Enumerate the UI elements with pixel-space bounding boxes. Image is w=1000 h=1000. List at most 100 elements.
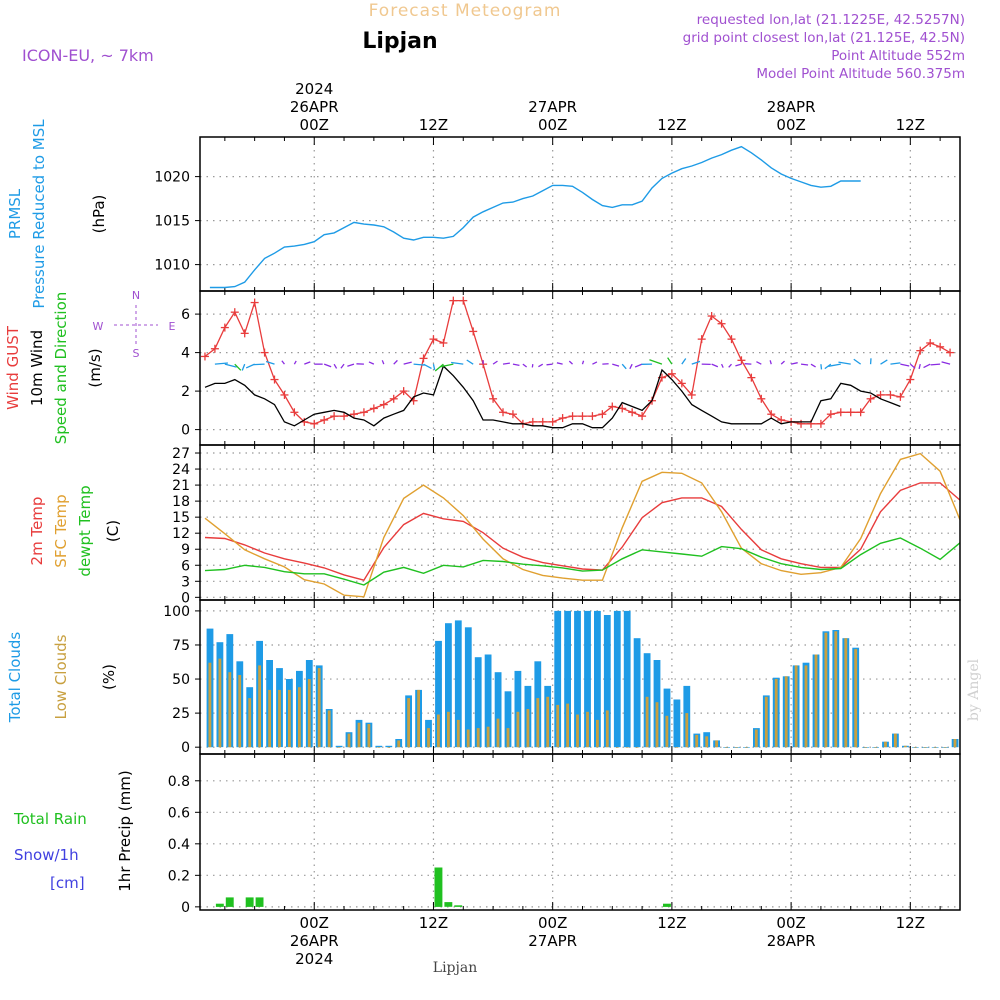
low-cloud-bar [705,736,709,748]
low-cloud-bar [615,747,619,748]
total-cloud-bar [484,654,492,748]
gust-line [204,299,951,425]
gust-marker [777,415,786,424]
gust-marker [727,335,736,344]
low-cloud-bar [327,710,331,748]
gust-marker [240,329,249,338]
total-cloud-bar [335,745,343,748]
wind-arrow [538,363,544,368]
wind-arrow [333,363,338,369]
bottom-time-label: 27APR [528,932,577,950]
panel-frame-precipitation [199,753,961,911]
wind-arrow [756,361,762,365]
gust-marker [926,338,935,347]
total-cloud-bar [375,745,383,748]
dewpt-label: dewpt Temp [76,485,94,576]
gust-label: Wind GUST [4,325,22,410]
total-cloud-bar [454,620,462,748]
ytick-label: 6 [181,307,190,323]
wind-arrow [423,363,432,370]
rain-bar [225,897,234,907]
ytick-label: 1020 [154,170,190,186]
low-cloud-bar [447,711,450,748]
ytick-label: 4 [181,346,190,362]
gust-marker [439,338,448,347]
ytick-label: 21 [172,478,190,494]
gust-marker [210,344,219,353]
wind-arrow [466,359,474,365]
low-cloud-bar [655,702,659,748]
wind-arrow [492,360,498,365]
ytick-label: 0.8 [168,774,190,790]
gust-marker [797,419,806,428]
snow-label: Snow/1h [14,846,79,864]
total-clouds-label: Total Clouds [6,632,24,724]
wind-arrow [381,360,385,365]
wind-arrow [681,358,687,365]
gust-marker [876,390,885,399]
gust-marker [310,419,319,428]
wind-arrow [581,360,585,365]
rain-bar [215,903,224,907]
gust-marker [916,346,925,355]
gust-marker [677,379,686,388]
low-cloud-bar [784,676,788,748]
gust-marker [816,419,825,428]
low-cloud-bar [337,747,341,748]
low-cloud-bar [268,689,271,748]
wind-arrow [502,362,510,365]
low-cloud-bar [745,747,748,748]
gust-marker [946,348,955,357]
gridpoint-coords: grid point closest lon,lat (21.125E, 42.… [683,30,965,46]
pressure-label: PRMSL [6,188,24,239]
low-cloud-bar [258,665,261,748]
low-cloud-bar [307,679,311,748]
gust-marker [568,412,577,421]
rain-bar [454,905,463,907]
compass-w: W [93,320,104,333]
wind-arrow [880,359,888,365]
low-cloud-bar [556,704,560,748]
wind-arrow [621,363,627,370]
ytick-label: 0.2 [168,868,190,884]
ytick-label: 24 [172,462,190,478]
top-time-label: 28APR [767,98,816,116]
low-cloud-bar [576,714,579,748]
gust-marker [330,412,339,421]
ytick-label: 75 [172,638,190,654]
sfc-temp-label: SFC Temp [52,494,70,567]
gust-marker [906,375,915,384]
rain-bar [255,897,264,907]
ytick-label: 0 [181,423,190,439]
temp-series-line [204,452,961,598]
wind-arrow [214,362,228,365]
low-cloud-bar [814,654,818,748]
point-altitude: Point Altitude 552m [831,48,965,64]
low-cloud-bar [933,747,937,748]
ytick-label: 15 [172,510,190,526]
wind-arrow [612,363,620,367]
wind-arrow [918,363,921,370]
gust-marker [250,298,259,307]
ytick-label: 50 [172,672,190,688]
wind-arrow [824,363,832,370]
gust-marker [369,404,378,413]
gust-marker [449,296,458,305]
requested-coords: requested lon,lat (21.1225E, 42.5257N) [697,12,965,28]
ytick-label: 1010 [154,258,190,274]
wind-arrow [810,363,816,368]
wind-line [204,364,901,429]
wind-arrow [634,363,643,368]
total-cloud-bar [603,615,611,748]
gust-marker [280,390,289,399]
panel-frame-temperature [199,444,961,601]
gust-marker [707,312,716,321]
low-cloud-bar [317,668,321,748]
low-cloud-bar [794,665,798,748]
low-cloud-bar [774,679,778,748]
ytick-label: 1015 [154,214,190,230]
bottom-time-label: 28APR [767,932,816,950]
gust-marker [687,390,696,399]
low-cloud-bar [675,747,679,748]
model-altitude: Model Point Altitude 560.375m [756,66,965,82]
